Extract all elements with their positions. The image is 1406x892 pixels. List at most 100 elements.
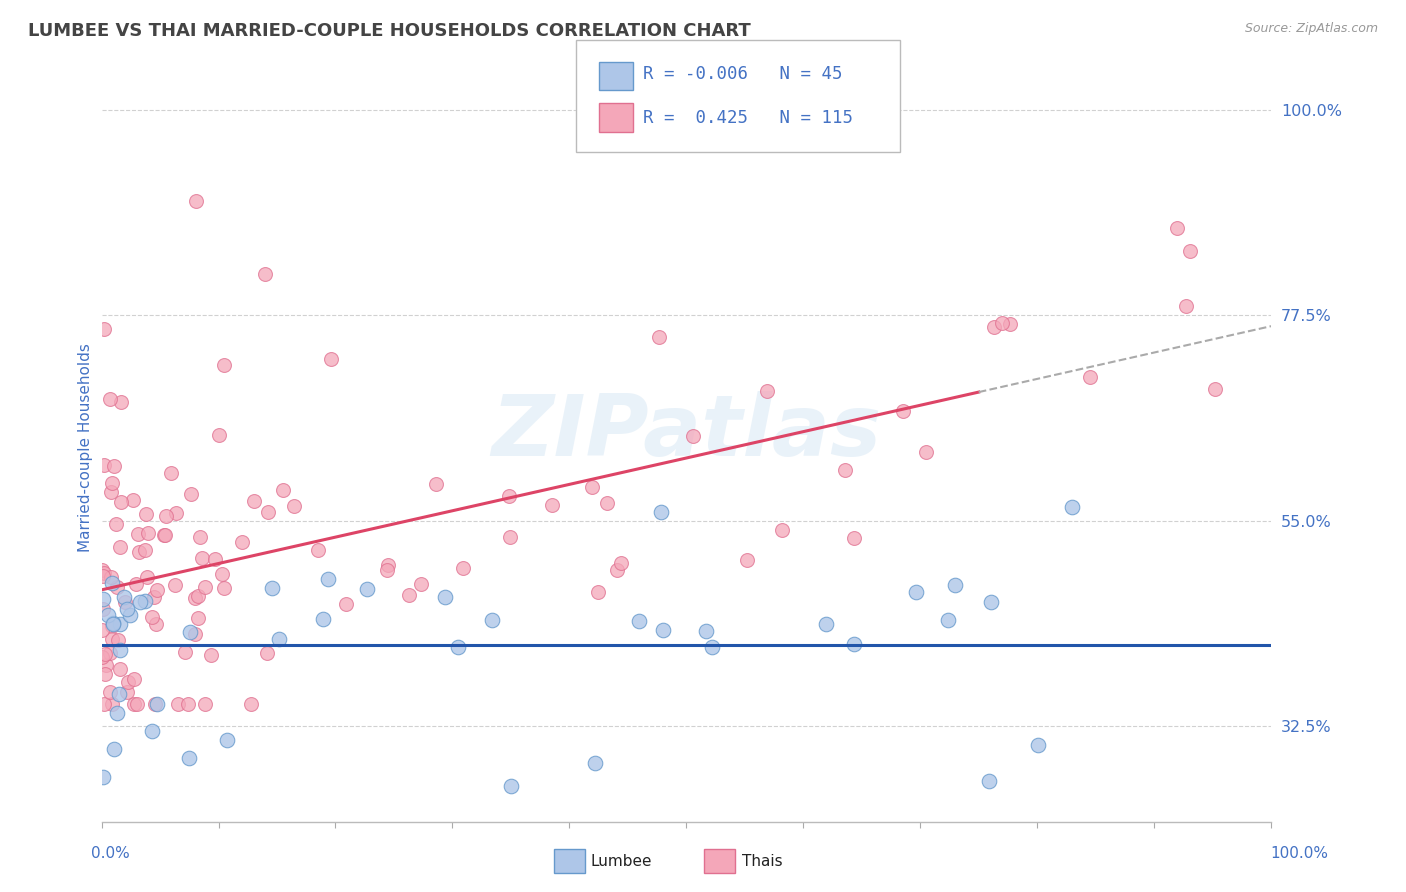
Point bbox=[110, 643, 132, 657]
Point bbox=[134, 543, 156, 558]
Point bbox=[319, 352, 342, 367]
Point bbox=[254, 267, 277, 281]
Point bbox=[141, 723, 163, 738]
Point bbox=[453, 560, 475, 574]
Point bbox=[257, 505, 280, 519]
Point bbox=[814, 616, 837, 631]
Point bbox=[194, 697, 217, 711]
Point bbox=[499, 779, 522, 793]
Point bbox=[191, 551, 214, 566]
Point bbox=[179, 625, 201, 640]
Point bbox=[243, 493, 266, 508]
Point bbox=[375, 563, 398, 577]
Point bbox=[936, 613, 959, 627]
Point bbox=[200, 648, 222, 663]
Point bbox=[107, 706, 129, 720]
Point bbox=[1062, 500, 1084, 514]
Point bbox=[145, 697, 167, 711]
Point bbox=[231, 535, 253, 549]
Point bbox=[100, 485, 122, 500]
Point bbox=[891, 403, 914, 417]
Point bbox=[977, 774, 1000, 789]
Point bbox=[1174, 299, 1197, 313]
Point bbox=[91, 650, 114, 665]
Point bbox=[145, 617, 167, 632]
Point bbox=[91, 770, 114, 784]
Point bbox=[700, 640, 723, 654]
Point bbox=[980, 595, 1002, 609]
Point bbox=[983, 319, 1005, 334]
Point bbox=[101, 632, 124, 647]
Point bbox=[842, 637, 865, 651]
Point bbox=[269, 632, 291, 646]
Point bbox=[141, 609, 163, 624]
Point bbox=[145, 582, 167, 597]
Point bbox=[103, 458, 125, 473]
Point bbox=[588, 585, 610, 599]
Point bbox=[581, 480, 603, 494]
Point bbox=[91, 569, 114, 583]
Point bbox=[142, 591, 165, 605]
Point bbox=[307, 543, 329, 558]
Point bbox=[318, 572, 340, 586]
Point bbox=[194, 580, 217, 594]
Point bbox=[117, 685, 139, 699]
Point bbox=[94, 667, 117, 681]
Point bbox=[188, 530, 211, 544]
Text: 100.0%: 100.0% bbox=[1271, 847, 1329, 861]
Point bbox=[153, 528, 176, 542]
Point bbox=[101, 697, 124, 711]
Text: Thais: Thais bbox=[742, 855, 783, 869]
Point bbox=[153, 528, 176, 542]
Point bbox=[93, 697, 115, 711]
Point bbox=[101, 618, 124, 632]
Point bbox=[100, 570, 122, 584]
Point bbox=[91, 623, 114, 637]
Point bbox=[93, 458, 115, 472]
Point bbox=[107, 633, 129, 648]
Point bbox=[108, 616, 131, 631]
Point bbox=[103, 616, 125, 631]
Point bbox=[110, 661, 132, 675]
Point bbox=[127, 697, 149, 711]
Point bbox=[335, 598, 357, 612]
Point bbox=[101, 475, 124, 490]
Point bbox=[398, 588, 420, 602]
Point bbox=[212, 359, 235, 373]
Point bbox=[174, 645, 197, 659]
Point bbox=[211, 567, 233, 582]
Point bbox=[834, 463, 856, 477]
Point bbox=[91, 601, 114, 615]
Point bbox=[122, 493, 145, 508]
Point bbox=[356, 582, 378, 596]
Text: R =  0.425   N = 115: R = 0.425 N = 115 bbox=[643, 109, 852, 127]
Point bbox=[433, 590, 456, 604]
Point bbox=[105, 516, 128, 531]
Point bbox=[377, 558, 399, 572]
Point bbox=[110, 494, 132, 508]
Point bbox=[610, 556, 633, 570]
Point bbox=[998, 317, 1021, 331]
Point bbox=[122, 697, 145, 711]
Point bbox=[108, 540, 131, 554]
Text: Lumbee: Lumbee bbox=[591, 855, 652, 869]
Point bbox=[180, 487, 202, 501]
Point bbox=[499, 530, 522, 544]
Point bbox=[447, 640, 470, 654]
Point bbox=[606, 562, 628, 576]
Point bbox=[184, 194, 207, 208]
Point bbox=[94, 657, 117, 672]
Point bbox=[411, 577, 433, 591]
Point bbox=[208, 428, 231, 442]
Point bbox=[628, 614, 651, 628]
Point bbox=[117, 674, 139, 689]
Point bbox=[97, 607, 120, 622]
Point bbox=[128, 545, 150, 559]
Point bbox=[187, 589, 209, 603]
Point bbox=[652, 623, 675, 637]
Point bbox=[184, 591, 207, 606]
Point bbox=[177, 697, 200, 711]
Point bbox=[127, 526, 149, 541]
Point bbox=[735, 553, 758, 567]
Point bbox=[583, 756, 606, 770]
